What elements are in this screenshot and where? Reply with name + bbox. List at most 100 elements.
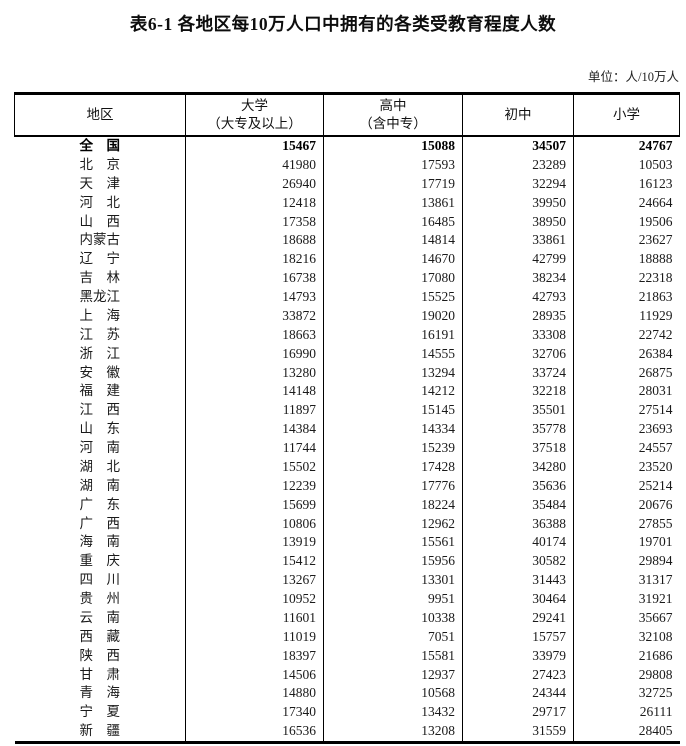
primary-value-cell: 22318 xyxy=(638,270,673,286)
university-value-cell: 17340 xyxy=(185,703,324,723)
university-value-cell: 11019 xyxy=(185,627,324,647)
juniorhigh-value-cell: 32706 xyxy=(462,344,574,364)
highschool-value-cell: 14555 xyxy=(323,344,463,364)
primary-value-cell: 16123 xyxy=(638,175,673,191)
table-body: 全 国 15467 15088 34507 24767 北 京 41980 17… xyxy=(14,136,680,743)
table-row: 湖 北 15502 17428 34280 23520 xyxy=(14,457,680,477)
region-name-cell: 上 海 xyxy=(14,306,186,326)
table-row: 北 京 41980 17593 23289 10503 xyxy=(14,155,680,175)
primary-value-cell: 28031 xyxy=(638,383,673,399)
table-row: 广 西 10806 12962 36388 27855 xyxy=(14,514,680,534)
juniorhigh-value-cell: 34280 xyxy=(462,457,574,477)
table-row: 西 藏 11019 7051 15757 32108 xyxy=(14,627,680,647)
highschool-value-cell: 10338 xyxy=(323,608,463,628)
primary-value-cell: 32725 xyxy=(638,685,673,701)
highschool-value-cell: 15956 xyxy=(323,552,463,572)
juniorhigh-value-cell: 35501 xyxy=(462,401,574,421)
university-value-cell: 18216 xyxy=(185,250,324,270)
university-value-cell: 15412 xyxy=(185,552,324,572)
highschool-value-cell: 15525 xyxy=(323,288,463,307)
juniorhigh-value-cell: 33979 xyxy=(462,646,574,666)
region-name-cell: 新 疆 xyxy=(14,722,186,743)
highschool-value-cell: 12962 xyxy=(323,514,463,534)
juniorhigh-value-cell: 38234 xyxy=(462,269,574,288)
table-row: 陕 西 18397 15581 33979 21686 xyxy=(14,646,680,666)
primary-value-cell: 21686 xyxy=(638,647,673,663)
table-row: 天 津 26940 17719 32294 16123 xyxy=(14,174,680,194)
university-value-cell: 10952 xyxy=(185,590,324,609)
juniorhigh-value-cell: 38950 xyxy=(462,212,574,232)
region-name-cell: 黑龙江 xyxy=(14,288,186,307)
primary-value-cell: 23627 xyxy=(638,232,673,248)
university-value-cell: 13267 xyxy=(185,571,324,590)
juniorhigh-value-cell: 23289 xyxy=(462,155,574,175)
juniorhigh-value-cell: 36388 xyxy=(462,514,574,534)
highschool-value-cell: 17428 xyxy=(323,457,463,477)
primary-value-cell: 27514 xyxy=(638,402,673,418)
region-name-cell: 四 川 xyxy=(14,571,186,590)
primary-value-cell: 29894 xyxy=(638,553,673,569)
primary-value-cell: 27855 xyxy=(638,515,673,531)
table-row: 青 海 14880 10568 24344 32725 xyxy=(14,684,680,704)
table-row: 云 南 11601 10338 29241 35667 xyxy=(14,608,680,628)
university-value-cell: 16990 xyxy=(185,344,324,364)
education-table: 地区 大学 （大专及以上） 高中 （含中专） 初中 小学 全 国 1 xyxy=(14,92,680,744)
juniorhigh-value-cell: 35636 xyxy=(462,476,574,496)
juniorhigh-value-cell: 33724 xyxy=(462,363,574,383)
region-name-cell: 全 国 xyxy=(14,136,186,156)
juniorhigh-value-cell: 32294 xyxy=(462,174,574,194)
region-name-cell: 辽 宁 xyxy=(14,250,186,270)
region-name-cell: 浙 江 xyxy=(14,344,186,364)
table-row: 内蒙古 18688 14814 33861 23627 xyxy=(14,231,680,251)
university-value-cell: 15699 xyxy=(185,495,324,515)
highschool-value-cell: 13294 xyxy=(323,363,463,383)
region-name-cell: 天 津 xyxy=(14,174,186,194)
column-header-juniorhigh: 初中 xyxy=(462,93,574,137)
primary-value-cell: 20676 xyxy=(638,496,673,512)
region-name-cell: 西 藏 xyxy=(14,627,186,647)
highschool-value-cell: 12937 xyxy=(323,665,463,685)
primary-value-cell: 24767 xyxy=(638,138,673,153)
highschool-value-cell: 15145 xyxy=(323,401,463,421)
primary-value-cell: 31921 xyxy=(638,591,673,606)
university-value-cell: 13280 xyxy=(185,363,324,383)
highschool-value-cell: 10568 xyxy=(323,684,463,704)
column-header-label: 小学 xyxy=(613,107,640,123)
juniorhigh-value-cell: 24344 xyxy=(462,684,574,704)
university-value-cell: 16738 xyxy=(185,269,324,288)
primary-value-cell: 11929 xyxy=(639,307,673,323)
region-name-cell: 陕 西 xyxy=(14,646,186,666)
table-row: 辽 宁 18216 14670 42799 18888 xyxy=(14,250,680,270)
primary-value-cell: 22742 xyxy=(638,326,673,342)
primary-value-cell: 10503 xyxy=(638,156,673,172)
table-row: 新 疆 16536 13208 31559 28405 xyxy=(14,722,680,743)
region-name-cell: 山 西 xyxy=(14,212,186,232)
highschool-value-cell: 14334 xyxy=(323,420,463,439)
highschool-value-cell: 13432 xyxy=(323,703,463,723)
column-header-sublabel: （大专及以上） xyxy=(207,116,302,131)
university-value-cell: 18688 xyxy=(185,231,324,251)
juniorhigh-value-cell: 37518 xyxy=(462,439,574,458)
region-name-cell: 吉 林 xyxy=(14,269,186,288)
juniorhigh-value-cell: 27423 xyxy=(462,665,574,685)
region-name-cell: 安 徽 xyxy=(14,363,186,383)
column-header-label: 高中 xyxy=(379,98,407,114)
region-name-cell: 内蒙古 xyxy=(14,231,186,251)
primary-value-cell: 28405 xyxy=(638,723,673,739)
university-value-cell: 17358 xyxy=(185,212,324,232)
highschool-value-cell: 15239 xyxy=(323,439,463,458)
highschool-value-cell: 14670 xyxy=(323,250,463,270)
juniorhigh-value-cell: 31559 xyxy=(462,722,574,743)
highschool-value-cell: 18224 xyxy=(323,495,463,515)
primary-value-cell: 18888 xyxy=(638,251,673,267)
highschool-value-cell: 17776 xyxy=(323,476,463,496)
region-name-cell: 江 西 xyxy=(14,401,186,421)
primary-value-cell: 26111 xyxy=(639,704,673,720)
table-title: 表6-1 各地区每10万人口中拥有的各类受教育程度人数 xyxy=(129,14,557,34)
juniorhigh-value-cell: 32218 xyxy=(462,382,574,402)
university-value-cell: 26940 xyxy=(185,174,324,194)
table-row: 湖 南 12239 17776 35636 25214 xyxy=(14,476,680,496)
table-row: 四 川 13267 13301 31443 31317 xyxy=(14,571,680,590)
column-header-label: 大学 xyxy=(241,98,268,114)
highschool-value-cell: 17719 xyxy=(323,174,463,194)
